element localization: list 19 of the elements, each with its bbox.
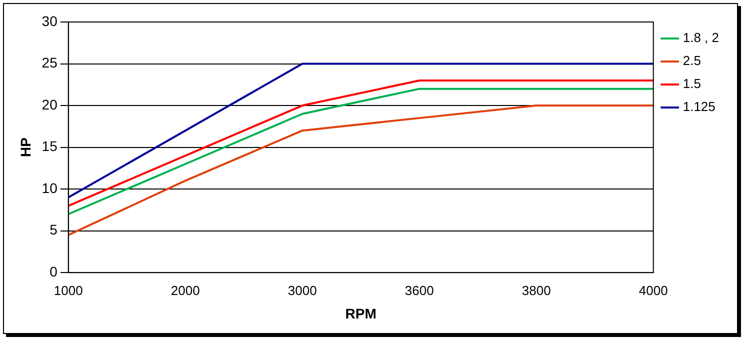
y-tick-label: 10 (42, 180, 58, 196)
y-tick-label: 0 (50, 263, 58, 280)
x-tick-label: 3000 (288, 282, 317, 298)
y-tick-label: 30 (42, 12, 58, 29)
y-tick-label: 5 (50, 222, 58, 238)
legend-label: 1.8 , 2 (682, 30, 720, 46)
x-tick-label: 1000 (54, 282, 83, 298)
x-tick-label: 3600 (404, 282, 434, 298)
x-tick-label: 3800 (522, 282, 551, 298)
x-tick-label: 2000 (170, 282, 200, 298)
y-tick-label: 15 (42, 138, 58, 154)
y-tick-label: 20 (42, 96, 58, 112)
legend-label: 1.5 (682, 76, 701, 92)
x-axis-title: RPM (345, 305, 376, 322)
legend-label: 1.125 (682, 99, 716, 114)
y-tick-label: 25 (42, 54, 58, 71)
legend-label: 2.5 (682, 53, 701, 68)
y-axis-title: HP (17, 138, 34, 158)
x-tick-label: 4000 (638, 282, 668, 298)
